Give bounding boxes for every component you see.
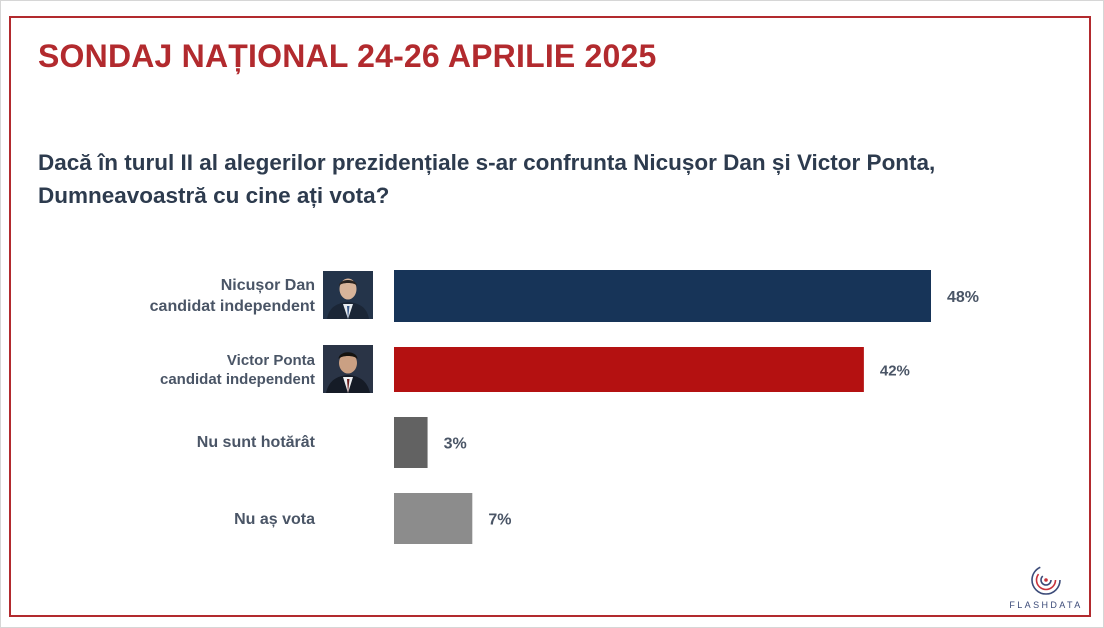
category-name: Nu sunt hotărât: [196, 434, 315, 451]
category-label-wouldnt-vote: Nu aș vota: [234, 509, 315, 530]
candidate-photo-ponta: [323, 345, 373, 393]
value-label-wouldnt-vote: 7%: [488, 512, 511, 529]
bar-undecided: [394, 417, 428, 468]
value-label-ponta: 42%: [880, 363, 910, 380]
poll-question: Dacă în turul II al alegerilor prezidenț…: [38, 146, 1048, 212]
bar-wouldnt-vote: [394, 493, 473, 544]
value-label-undecided: 3%: [444, 436, 467, 453]
flashdata-logo-icon: [1031, 565, 1061, 595]
candidate-photo-dan: [323, 271, 373, 319]
category-label-undecided: Nu sunt hotărât: [197, 432, 315, 453]
category-name: Nu aș vota: [234, 511, 315, 528]
value-label-dan: 48%: [947, 289, 979, 306]
portrait-icon: [323, 271, 373, 319]
flashdata-logo: FLASHDATA: [1006, 562, 1086, 614]
question-line-2: Dumneavoastră cu cine ați vota?: [38, 183, 390, 208]
portrait-icon: [323, 345, 373, 393]
logo-text: FLASHDATA: [1009, 600, 1083, 610]
bar-dan: [394, 270, 931, 322]
poll-title: SONDAJ NAȚIONAL 24-26 APRILIE 2025: [38, 38, 657, 74]
question-line-1: Dacă în turul II al alegerilor prezidenț…: [38, 150, 936, 175]
category-name: Nicușor Dan: [220, 277, 315, 294]
category-subtitle: candidat independent: [149, 298, 315, 315]
category-label-dan: Nicușor Dan candidat independent: [150, 275, 315, 317]
category-label-ponta: Victor Ponta candidat independent: [160, 351, 315, 389]
category-name: Victor Ponta: [226, 352, 315, 369]
category-subtitle: candidat independent: [159, 371, 315, 388]
bar-ponta: [394, 347, 864, 392]
